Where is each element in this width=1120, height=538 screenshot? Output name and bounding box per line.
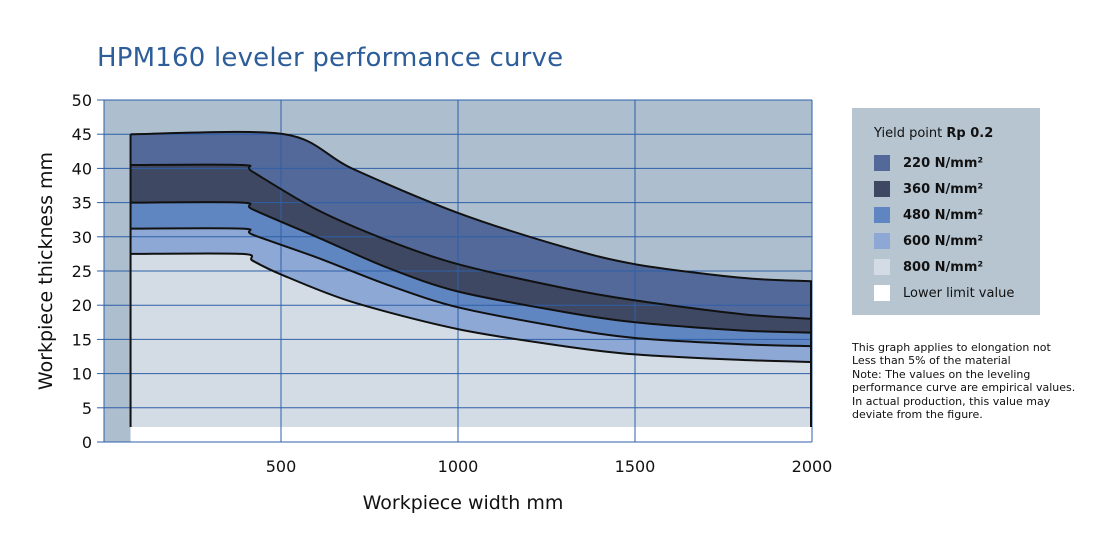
note-line: This graph applies to elongation not — [852, 341, 1051, 354]
note-line: performance curve are empirical values. — [852, 381, 1076, 395]
y-tick-label: 5 — [82, 399, 92, 418]
legend-label: 360 N/mm² — [903, 181, 984, 197]
outline-800-n-mm- — [130, 252, 813, 363]
legend-item: Lower limit value — [874, 280, 1040, 306]
legend-swatch — [874, 233, 890, 249]
band-800-n-mm- — [130, 253, 813, 442]
x-tick-label: 1500 — [615, 457, 656, 476]
band-areas — [130, 131, 813, 443]
outline-600-n-mm- — [130, 227, 813, 348]
y-tick-label: 30 — [72, 228, 92, 247]
y-axis-title: Workpiece thickness mm — [35, 152, 57, 390]
legend-item: 220 N/mm² — [874, 150, 1040, 176]
chart-title: HPM160 leveler performance curve — [97, 43, 564, 74]
legend-title-prefix: Yield point — [874, 126, 947, 141]
legend-swatch — [874, 155, 890, 171]
y-tick-label: 50 — [72, 91, 92, 110]
note-line: deviate from the figure. — [852, 408, 983, 422]
legend-label: 800 N/mm² — [903, 259, 984, 275]
y-tick-label: 0 — [82, 433, 92, 452]
legend-title-bold: Rp 0.2 — [946, 126, 994, 141]
legend-item: 480 N/mm² — [874, 202, 1040, 228]
y-tick-label: 35 — [72, 194, 92, 213]
legend-label: 220 N/mm² — [903, 155, 984, 171]
legend-label: Lower limit value — [903, 285, 1015, 301]
legend: Yield point Rp 0.2 220 N/mm² 360 N/mm² 480… — [852, 108, 1040, 315]
y-tick-label: 40 — [72, 159, 92, 178]
x-tick-label: 1000 — [438, 457, 479, 476]
legend-title: Yield point Rp 0.2 — [874, 126, 1040, 142]
legend-swatch — [874, 207, 890, 223]
legend-swatch — [874, 181, 890, 197]
band-lower-limit-value — [130, 426, 813, 442]
note-line: Less than 5% of the material — [852, 354, 1011, 368]
y-tick-label: 25 — [72, 262, 92, 281]
legend-item: 360 N/mm² — [874, 176, 1040, 202]
legend-item: 600 N/mm² — [874, 228, 1040, 254]
legend-item: 800 N/mm² — [874, 254, 1040, 280]
y-tick-label: 10 — [72, 365, 92, 384]
y-tick-label: 45 — [72, 125, 92, 144]
band-outlines — [129, 130, 813, 427]
note-line: Note: The values on the leveling — [852, 367, 1031, 381]
outline-480-n-mm- — [130, 201, 813, 334]
y-tick-label: 15 — [72, 330, 92, 349]
x-tick-label: 2000 — [792, 457, 833, 476]
legend-label: 600 N/mm² — [903, 233, 984, 249]
outline-360-n-mm- — [130, 163, 813, 320]
legend-swatch — [874, 259, 890, 275]
x-tick-label: 500 — [266, 457, 297, 476]
gridlines — [104, 99, 813, 442]
legend-items: 220 N/mm² 360 N/mm² 480 N/mm² 600 N/mm² 800 … — [874, 150, 1040, 306]
legend-swatch — [874, 285, 890, 301]
x-tick-labels: 500 1000 1500 2000 — [266, 457, 833, 476]
axes — [97, 99, 812, 443]
y-tick-label: 20 — [72, 296, 92, 315]
x-axis-title: Workpiece width mm — [363, 492, 564, 514]
note-text: This graph applies to elongation not Les… — [852, 341, 1076, 422]
outline-220-n-mm- — [130, 130, 813, 283]
note-line: In actual production, this value may — [852, 394, 1051, 408]
y-tick-labels: 0 5 10 15 20 25 30 35 40 45 50 — [72, 91, 92, 452]
legend-label: 480 N/mm² — [903, 207, 984, 223]
